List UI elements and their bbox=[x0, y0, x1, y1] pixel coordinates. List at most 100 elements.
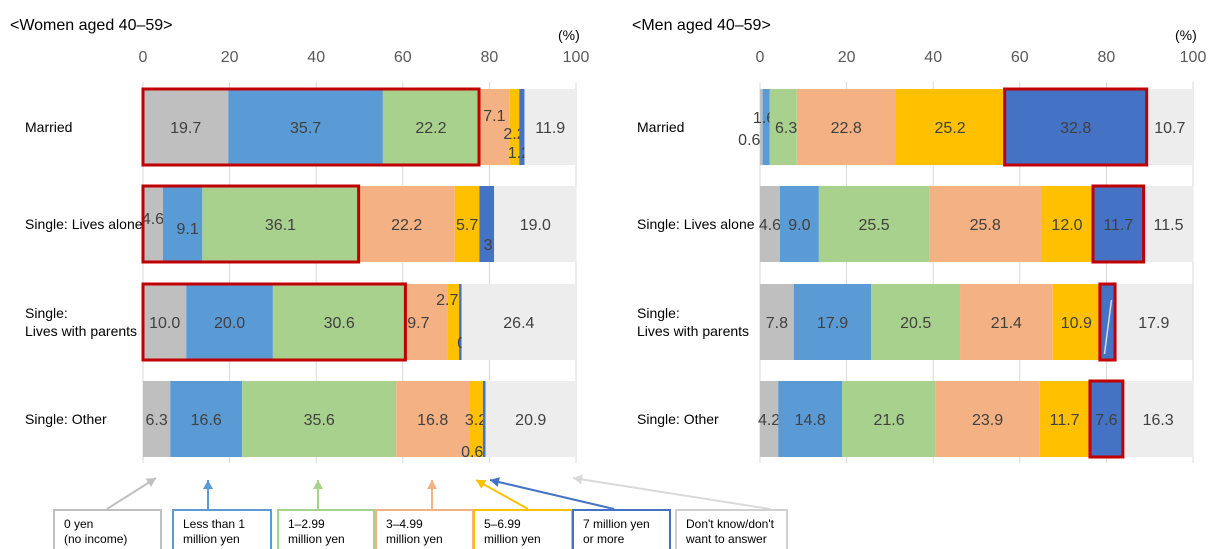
category-label-line: Single: Lives alone bbox=[637, 216, 755, 232]
data-label: 23.9 bbox=[972, 412, 1003, 429]
x-tick-label: 60 bbox=[394, 49, 412, 66]
x-tick-label: 80 bbox=[1098, 49, 1116, 66]
bar-segment bbox=[818, 186, 930, 262]
data-label: 6.3 bbox=[146, 412, 168, 429]
bar-segment bbox=[228, 89, 383, 165]
unit-label: (%) bbox=[1175, 27, 1197, 43]
bar-segment bbox=[1143, 186, 1194, 262]
legend-arrow-line bbox=[475, 479, 529, 510]
bar-segment bbox=[760, 381, 779, 457]
bar-segment bbox=[479, 89, 510, 165]
legend-label: million yen bbox=[386, 532, 443, 546]
data-label: 11.5 bbox=[1154, 217, 1184, 234]
legend-label: 7 million yen bbox=[583, 517, 650, 531]
bar-segment bbox=[461, 284, 576, 360]
highlight-box bbox=[1098, 282, 1117, 362]
data-label: 26.4 bbox=[503, 315, 534, 332]
data-label: 7.8 bbox=[766, 315, 788, 332]
bar-segment bbox=[762, 89, 770, 165]
legend-arrow-head bbox=[490, 477, 500, 487]
bar-segment bbox=[509, 89, 520, 165]
legend-arrow-head bbox=[145, 478, 156, 488]
category-label-line: Single: Other bbox=[637, 411, 719, 427]
category-label-line: Married bbox=[637, 119, 684, 135]
bar-segment bbox=[960, 284, 1053, 360]
category-label-line: Single: bbox=[637, 305, 680, 321]
bar-segment bbox=[396, 381, 470, 457]
data-label: 20.5 bbox=[900, 315, 931, 332]
bar-segment bbox=[170, 381, 243, 457]
data-label: 21.4 bbox=[991, 315, 1022, 332]
bar-segment bbox=[186, 284, 273, 360]
legend-label: million yen bbox=[288, 532, 345, 546]
category-label: Single: Lives with parents bbox=[25, 305, 137, 339]
data-label: 6.3 bbox=[775, 120, 797, 137]
data-label: 2.7 bbox=[436, 292, 458, 309]
highlight-box bbox=[141, 282, 407, 362]
x-tick-label: 20 bbox=[221, 49, 239, 66]
data-label: 7.1 bbox=[483, 108, 505, 125]
bar-segment bbox=[143, 381, 171, 457]
data-label: 5.7 bbox=[456, 217, 478, 234]
x-tick-label: 80 bbox=[481, 49, 499, 66]
legend-arrow-head bbox=[313, 480, 323, 489]
bar-segment bbox=[842, 381, 936, 457]
x-tick-label: 100 bbox=[1180, 49, 1207, 66]
bar-segment bbox=[895, 89, 1005, 165]
highlight-box bbox=[1003, 87, 1149, 167]
data-label: 0.6 bbox=[461, 444, 483, 461]
bar-segment bbox=[143, 284, 187, 360]
data-label: 11.9 bbox=[535, 120, 565, 137]
legend-label: million yen bbox=[183, 532, 240, 546]
bar-segment bbox=[272, 284, 406, 360]
bar-segment bbox=[143, 186, 163, 262]
legend-arrow-line bbox=[106, 477, 157, 510]
bar-segment bbox=[405, 284, 448, 360]
bar-segment bbox=[935, 381, 1040, 457]
bar-segment bbox=[779, 186, 819, 262]
bar-segment bbox=[1052, 284, 1100, 360]
bar-segment bbox=[382, 89, 480, 165]
chart-title: <Women aged 40–59> bbox=[10, 17, 173, 34]
data-label: 35.6 bbox=[304, 412, 335, 429]
data-label: 16.3 bbox=[1143, 412, 1174, 429]
x-tick-label: 100 bbox=[563, 49, 590, 66]
category-label: Single: Lives with parents bbox=[637, 305, 749, 339]
chart-women: <Women aged 40–59> (%) 0 20 40 60 80 100 Married… bbox=[10, 17, 589, 463]
bar-segment bbox=[143, 89, 229, 165]
bar-segment bbox=[1115, 284, 1193, 360]
legend-label: 1–2.99 bbox=[288, 517, 325, 531]
data-label: 11.7 bbox=[1103, 217, 1133, 234]
bar-segment bbox=[1041, 186, 1093, 262]
bar-segment bbox=[162, 186, 203, 262]
bar-segment bbox=[459, 284, 462, 360]
data-label: 36.1 bbox=[265, 217, 296, 234]
legend-label: Less than 1 bbox=[183, 517, 245, 531]
bar-segment bbox=[202, 186, 359, 262]
category-label: Single: Lives alone bbox=[25, 216, 143, 232]
data-label: 14.8 bbox=[795, 412, 826, 429]
data-label: 22.2 bbox=[391, 217, 422, 234]
data-label: 16.8 bbox=[417, 412, 448, 429]
data-label: 4.6 bbox=[759, 217, 781, 234]
data-label: 17.9 bbox=[817, 315, 848, 332]
highlight-box bbox=[141, 87, 481, 167]
legend-arrow-line bbox=[489, 479, 615, 510]
legend-arrow-head bbox=[427, 480, 437, 489]
data-label: 32.8 bbox=[1060, 120, 1091, 137]
legend-arrow-line bbox=[572, 477, 771, 510]
data-label: 22.8 bbox=[831, 120, 862, 137]
bar-segment bbox=[760, 186, 780, 262]
data-label: 4.6 bbox=[142, 211, 164, 228]
chart-title: <Men aged 40–59> bbox=[632, 17, 771, 34]
legend-label: million yen bbox=[484, 532, 541, 546]
legend-label: 0 yen bbox=[64, 517, 93, 531]
category-label: Single: Other bbox=[25, 411, 107, 427]
bar-segment bbox=[778, 381, 843, 457]
legend-box bbox=[572, 509, 671, 549]
bar-segment bbox=[1122, 381, 1194, 457]
